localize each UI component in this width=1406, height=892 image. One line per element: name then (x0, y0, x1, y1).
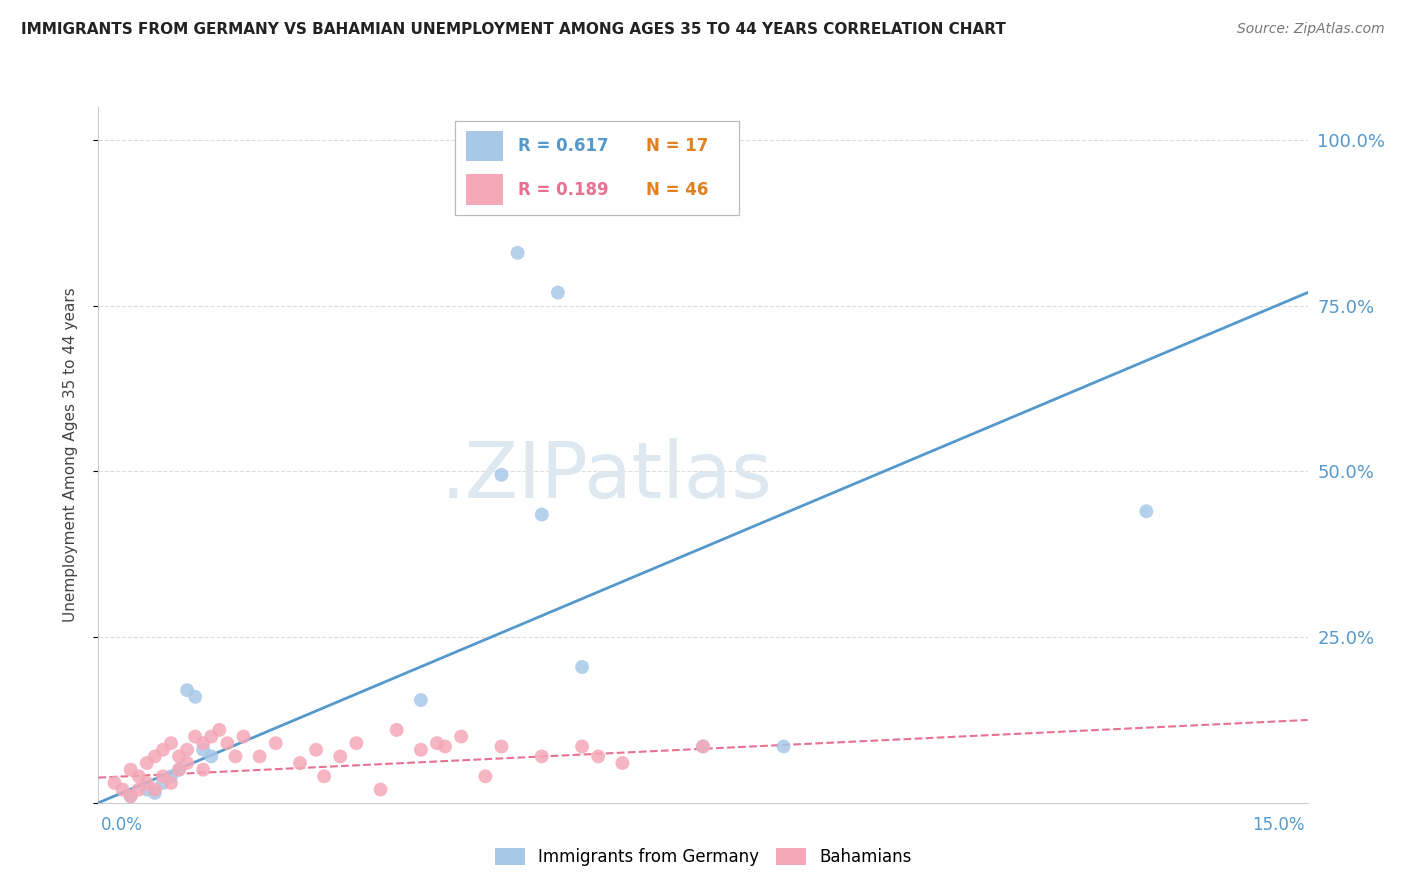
Point (434, 739, 457, 754)
Point (692, 739, 714, 754)
Point (143, 786, 166, 800)
Point (160, 736, 183, 750)
Point (152, 743, 174, 757)
Point (193, 743, 215, 757)
Point (224, 749, 246, 764)
Point (314, 769, 336, 783)
Point (530, 508, 553, 522)
Point (184, 690, 207, 704)
Point (450, 730, 472, 744)
Point (288, 756, 311, 770)
Text: Source: ZipAtlas.com: Source: ZipAtlas.com (1237, 22, 1385, 37)
Point (200, 730, 222, 744)
Point (385, 723, 408, 737)
Point (1135, 504, 1157, 518)
Point (128, 769, 150, 783)
Point (103, 776, 125, 790)
Point (143, 749, 166, 764)
Point (586, 749, 609, 764)
Point (329, 749, 352, 764)
Point (208, 723, 231, 737)
Point (571, 660, 593, 674)
Point (120, 763, 142, 777)
Text: IMMIGRANTS FROM GERMANY VS BAHAMIAN UNEMPLOYMENT AMONG AGES 35 TO 44 YEARS CORRE: IMMIGRANTS FROM GERMANY VS BAHAMIAN UNEM… (21, 22, 1005, 37)
Point (143, 782, 166, 797)
Point (612, 756, 634, 770)
Legend: Immigrants from Germany, Bahamians: Immigrants from Germany, Bahamians (486, 840, 920, 875)
Point (264, 736, 287, 750)
Point (167, 763, 190, 777)
Point (571, 739, 593, 754)
Point (111, 782, 134, 797)
Text: 15.0%: 15.0% (1253, 816, 1305, 834)
Y-axis label: Unemployment Among Ages 35 to 44 years: Unemployment Among Ages 35 to 44 years (63, 287, 77, 623)
Point (547, 285, 569, 300)
Point (120, 789, 142, 804)
Point (193, 736, 215, 750)
Point (409, 693, 432, 707)
Point (491, 467, 513, 482)
Point (160, 769, 183, 783)
Point (426, 736, 449, 750)
Point (167, 749, 190, 764)
Point (135, 756, 157, 770)
Point (249, 749, 271, 764)
Text: .ZIPatlas: .ZIPatlas (440, 438, 772, 514)
Point (692, 739, 714, 754)
Point (217, 736, 239, 750)
Point (152, 776, 174, 790)
Point (772, 739, 794, 754)
Point (370, 782, 392, 797)
Point (193, 763, 215, 777)
Text: 0.0%: 0.0% (101, 816, 143, 834)
Point (128, 782, 150, 797)
Point (506, 245, 529, 260)
Point (135, 782, 157, 797)
Point (176, 683, 198, 698)
Point (200, 749, 222, 764)
Point (176, 756, 198, 770)
Point (167, 763, 190, 777)
Point (232, 730, 254, 744)
Point (184, 730, 207, 744)
Point (135, 776, 157, 790)
Point (176, 743, 198, 757)
Point (409, 743, 432, 757)
Point (152, 769, 174, 783)
Point (120, 789, 142, 804)
Point (344, 736, 367, 750)
Point (491, 739, 513, 754)
Point (530, 749, 553, 764)
Point (305, 743, 328, 757)
Point (160, 776, 183, 790)
Point (474, 769, 496, 783)
